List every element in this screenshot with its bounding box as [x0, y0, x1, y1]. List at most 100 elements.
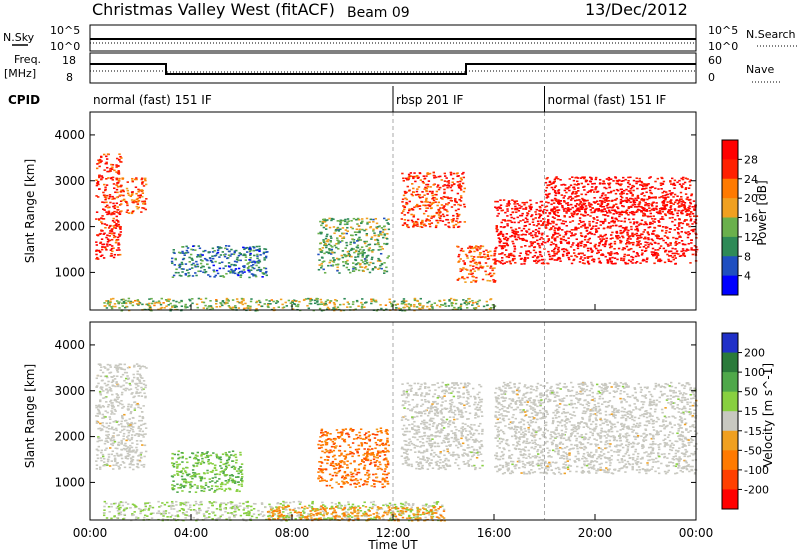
heatmap-cell — [599, 209, 602, 212]
heatmap-cell — [244, 259, 248, 261]
heatmap-cell — [249, 249, 252, 251]
heatmap-cell — [218, 262, 221, 264]
heatmap-cell — [438, 217, 442, 220]
heatmap-cell — [513, 250, 516, 253]
heatmap-cell — [341, 227, 345, 229]
heatmap-cell — [105, 248, 108, 251]
heatmap-cell — [114, 458, 117, 461]
heatmap-cell — [551, 236, 554, 238]
heatmap-cell — [207, 460, 210, 463]
heatmap-cell — [194, 462, 198, 464]
heatmap-cell — [346, 301, 349, 304]
heatmap-cell — [682, 176, 685, 179]
heatmap-cell — [101, 254, 104, 257]
heatmap-cell — [520, 229, 523, 232]
heatmap-cell — [420, 226, 424, 229]
heatmap-cell — [500, 221, 503, 224]
heatmap-cell — [634, 197, 637, 200]
heatmap-cell — [109, 249, 113, 251]
heatmap-cell — [210, 471, 214, 473]
heatmap-cell — [553, 254, 556, 257]
heatmap-cell — [549, 228, 553, 231]
heatmap-cell — [443, 172, 446, 175]
heatmap-cell — [608, 258, 612, 261]
heatmap-cell — [168, 298, 171, 301]
heatmap-cell — [447, 221, 450, 224]
heatmap-cell — [545, 177, 548, 180]
heatmap-cell — [519, 214, 522, 217]
heatmap-cell — [365, 442, 368, 445]
heatmap-cell — [363, 242, 367, 245]
heatmap-cell — [494, 206, 497, 209]
heatmap-cell — [321, 247, 325, 249]
cpid-segment-label: normal (fast) 151 IF — [93, 93, 212, 107]
heatmap-cell — [472, 268, 475, 270]
heatmap-cell — [566, 202, 570, 204]
heatmap-cell — [429, 186, 432, 188]
heatmap-cell — [191, 302, 194, 305]
heatmap-cell — [674, 252, 677, 255]
heatmap-cell — [325, 246, 328, 249]
heatmap-cell — [453, 183, 456, 185]
heatmap-cell — [124, 201, 128, 203]
heatmap-cell — [582, 220, 585, 223]
heatmap-cell — [112, 247, 115, 249]
heatmap-cell — [383, 272, 386, 274]
heatmap-cell — [357, 305, 360, 307]
heatmap-cell — [138, 196, 141, 199]
heatmap-cell — [579, 202, 582, 205]
heatmap-cell — [113, 413, 116, 415]
heatmap-cell — [122, 447, 126, 450]
heatmap-cell — [111, 195, 114, 198]
heatmap-cell — [136, 377, 139, 379]
heatmap-cell — [98, 158, 102, 161]
heatmap-cell — [113, 207, 117, 210]
heatmap-cell — [486, 255, 490, 258]
heatmap-cell — [224, 265, 227, 267]
heatmap-cell — [516, 207, 519, 210]
heatmap-cell — [627, 206, 631, 208]
heatmap-cell — [681, 209, 685, 212]
heatmap-cell — [350, 473, 353, 476]
heatmap-cell — [445, 177, 448, 179]
heatmap-cell — [601, 235, 604, 238]
heatmap-cell — [542, 261, 546, 264]
heatmap-cell — [580, 221, 583, 223]
heatmap-cell — [632, 218, 635, 220]
heatmap-cell — [207, 463, 211, 465]
heatmap-cell — [366, 254, 370, 257]
heatmap-cell — [103, 209, 106, 211]
heatmap-cell — [204, 482, 208, 484]
heatmap-cell — [226, 257, 229, 260]
heatmap-cell — [529, 232, 533, 234]
heatmap-cell — [494, 260, 497, 263]
heatmap-cell — [509, 213, 513, 216]
heatmap-cell — [97, 183, 100, 186]
heatmap-cell — [500, 252, 503, 255]
heatmap-cell — [112, 428, 116, 431]
heatmap-cell — [240, 469, 244, 472]
heatmap-cell — [560, 222, 564, 225]
heatmap-cell — [416, 218, 420, 221]
heatmap-cell — [652, 220, 655, 222]
heatmap-cell — [668, 228, 672, 230]
heatmap-cell — [625, 193, 629, 195]
heatmap-cell — [567, 204, 570, 206]
heatmap-cell — [388, 301, 392, 303]
heatmap-cell — [553, 252, 556, 255]
heatmap-cell — [103, 302, 106, 304]
heatmap-cell — [664, 196, 667, 199]
heatmap-cell — [576, 195, 579, 197]
heatmap-cell — [653, 262, 656, 265]
heatmap-cell — [132, 376, 136, 379]
heatmap-cell — [513, 245, 517, 248]
heatmap-cell — [594, 243, 597, 246]
heatmap-cell — [136, 402, 139, 405]
heatmap-cell — [159, 303, 163, 306]
heatmap-cell — [114, 447, 117, 450]
heatmap-cell — [187, 481, 191, 484]
heatmap-cell — [484, 262, 488, 264]
heatmap-cell — [407, 226, 410, 229]
heatmap-cell — [670, 183, 673, 185]
heatmap-cell — [559, 200, 562, 202]
